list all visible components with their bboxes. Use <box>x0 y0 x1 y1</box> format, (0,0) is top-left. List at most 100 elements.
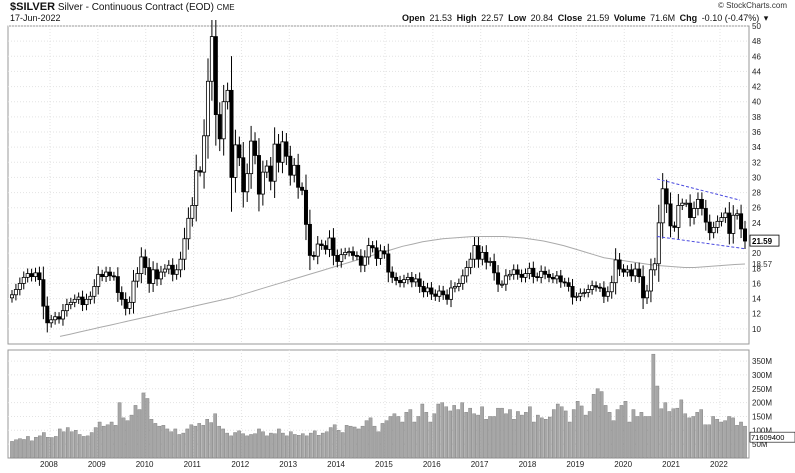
volume-bar <box>285 435 289 459</box>
dropdown-caret-icon[interactable]: ▾ <box>763 13 769 23</box>
candle-body <box>511 269 516 275</box>
volume-bar <box>456 409 460 459</box>
price-candle <box>21 271 26 290</box>
candle-body <box>260 171 265 195</box>
price-candle <box>672 221 677 232</box>
candle-body <box>319 243 324 246</box>
price-candle <box>676 193 681 239</box>
candle-body <box>703 208 708 223</box>
candle-body <box>562 281 567 284</box>
volume-bar <box>380 423 385 459</box>
candle-body <box>617 259 622 270</box>
volume-bar <box>404 412 409 459</box>
volume-bar <box>265 435 269 459</box>
volume-bar <box>209 422 213 459</box>
price-candle <box>425 282 430 297</box>
candle-body <box>29 273 34 278</box>
candle-body <box>597 286 602 289</box>
volume-bar <box>699 409 703 459</box>
price-candle <box>570 278 575 305</box>
volume-bar <box>181 432 186 459</box>
volume-bar <box>603 405 608 459</box>
candle-body <box>433 293 438 297</box>
price-candle <box>111 271 116 281</box>
price-candle <box>347 247 352 257</box>
candle-body <box>468 258 473 268</box>
volume-bar <box>89 432 94 459</box>
candle-body <box>715 220 720 228</box>
candle-body <box>535 276 540 279</box>
price-candle <box>354 251 359 261</box>
candle-body <box>527 267 532 274</box>
candle-body <box>194 170 199 206</box>
candle-body <box>554 275 559 280</box>
candle-body <box>499 283 504 286</box>
symbol-title: $SILVER Silver - Continuous Contract (EO… <box>10 1 235 13</box>
volume-bar <box>719 421 723 459</box>
candle-body <box>202 135 207 173</box>
volume-bar <box>655 385 660 459</box>
volume-bar <box>221 428 225 459</box>
price-candle <box>711 221 716 239</box>
volume-bar <box>687 417 692 459</box>
candle-body <box>723 212 728 218</box>
price-candle <box>9 289 14 303</box>
volume-bar <box>69 431 74 459</box>
volume-bar <box>273 433 277 459</box>
candle-body <box>378 250 383 259</box>
candle-body <box>594 285 599 288</box>
price-candle <box>390 266 395 284</box>
volume-bar <box>563 410 568 459</box>
volume-bar <box>536 414 540 459</box>
candle-body <box>621 268 626 273</box>
price-candle <box>351 246 356 261</box>
volume-bar <box>293 434 297 459</box>
price-candle <box>155 262 160 286</box>
volume-bar <box>133 405 138 459</box>
price-candle <box>245 163 250 202</box>
volume-bar <box>484 419 488 459</box>
price-candle <box>225 82 230 110</box>
price-candle <box>217 102 222 152</box>
candle-body <box>648 269 653 292</box>
volume-bar <box>567 421 572 459</box>
candle-body <box>382 250 387 255</box>
candle-body <box>456 283 461 287</box>
price-tick-label: 16 <box>752 279 761 288</box>
candle-body <box>539 270 544 278</box>
volume-bar <box>639 412 644 459</box>
candle-body <box>515 269 520 275</box>
volume-bar <box>579 405 584 459</box>
candle-body <box>699 198 704 209</box>
price-candle <box>100 269 105 282</box>
volume-bar <box>201 425 206 459</box>
ohlc-readout: Open 21.53 High 22.57 Low 20.84 Close 21… <box>402 13 770 24</box>
candle-body <box>143 256 148 268</box>
volume-year-label: 2019 <box>566 460 584 469</box>
candle-body <box>558 275 563 283</box>
candle-body <box>374 247 379 259</box>
price-candle <box>194 154 199 222</box>
price-candle <box>366 237 371 265</box>
candle-body <box>13 289 18 296</box>
price-candle <box>594 281 599 292</box>
price-candle <box>550 273 555 284</box>
volume-bar <box>559 406 564 459</box>
volume-bar <box>245 435 249 459</box>
price-candle <box>554 271 559 284</box>
price-candle <box>135 267 140 288</box>
volume-bar <box>153 423 158 459</box>
volume-bar <box>607 412 612 459</box>
candle-body <box>437 290 442 297</box>
price-candle <box>57 312 62 324</box>
price-candle <box>605 286 610 302</box>
volume-bar <box>448 410 453 459</box>
volume-bar <box>340 432 345 459</box>
volume-bar <box>627 421 632 459</box>
volume-bar <box>356 428 361 459</box>
price-candle <box>574 292 579 302</box>
candle-body <box>190 205 195 219</box>
candle-body <box>166 264 171 270</box>
volume-bar <box>551 409 556 459</box>
volume-bar <box>364 420 369 459</box>
